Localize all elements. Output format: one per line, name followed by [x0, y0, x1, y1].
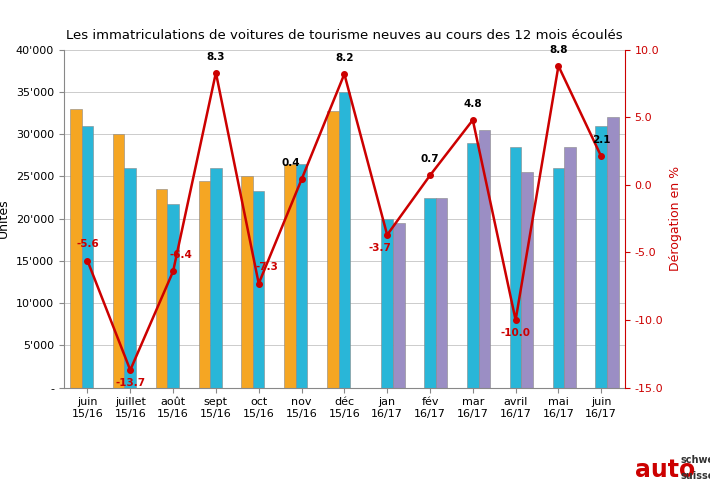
Text: 8.2: 8.2	[335, 53, 354, 63]
Bar	[155, 189, 168, 388]
Bar	[70, 109, 82, 388]
Text: 0.4: 0.4	[281, 159, 300, 168]
Y-axis label: Unités: Unités	[0, 199, 11, 239]
Text: -5.6: -5.6	[76, 240, 99, 249]
Bar	[521, 172, 533, 388]
Bar	[424, 197, 436, 388]
Text: auto: auto	[635, 458, 696, 482]
Bar	[124, 168, 136, 388]
Bar	[552, 168, 564, 388]
Bar	[296, 164, 307, 388]
Bar	[168, 204, 179, 388]
Text: 2.1: 2.1	[592, 135, 611, 146]
Text: 8.3: 8.3	[207, 52, 225, 62]
Text: -10.0: -10.0	[501, 328, 530, 338]
Bar	[253, 191, 265, 388]
Bar	[113, 134, 124, 388]
Bar	[284, 164, 296, 388]
Bar	[607, 117, 618, 388]
Bar	[436, 197, 447, 388]
Bar	[479, 130, 490, 388]
Bar	[393, 223, 405, 388]
Bar	[564, 147, 576, 388]
Text: -7.3: -7.3	[256, 262, 278, 272]
Text: 4.8: 4.8	[464, 99, 482, 109]
Bar	[510, 147, 521, 388]
Bar	[467, 143, 479, 388]
Text: 0.7: 0.7	[420, 154, 439, 165]
Bar	[199, 180, 210, 388]
Bar	[210, 168, 222, 388]
Bar	[381, 219, 393, 388]
Bar	[596, 126, 607, 388]
Bar	[339, 92, 350, 388]
Text: schweiz: schweiz	[680, 455, 710, 465]
Bar	[82, 126, 93, 388]
Bar	[327, 110, 339, 388]
Y-axis label: Dérogation en %: Dérogation en %	[669, 166, 682, 271]
Bar	[241, 176, 253, 388]
Text: suisse: suisse	[680, 471, 710, 481]
Title: Les immatriculations de voitures de tourisme neuves au cours des 12 mois écoulés: Les immatriculations de voitures de tour…	[66, 29, 623, 42]
Text: -6.4: -6.4	[170, 250, 193, 260]
Text: -3.7: -3.7	[368, 243, 392, 253]
Text: -13.7: -13.7	[115, 378, 146, 388]
Text: 8.8: 8.8	[549, 45, 568, 55]
